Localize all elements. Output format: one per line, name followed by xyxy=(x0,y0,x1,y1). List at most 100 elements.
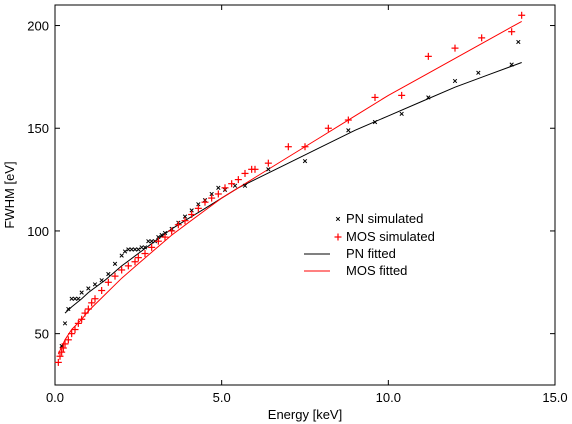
mos-simulated-point xyxy=(188,211,196,219)
pn-simulated-point xyxy=(146,239,151,244)
pn-simulated-point xyxy=(452,78,458,84)
pn-simulated-point xyxy=(372,119,378,125)
pn-simulated-point xyxy=(142,245,148,250)
y-tick-label: 150 xyxy=(27,121,49,136)
mos-simulated-point xyxy=(168,227,176,235)
mos-simulated-point xyxy=(59,344,67,352)
mos-simulated-point xyxy=(124,262,132,270)
mos-simulated-point xyxy=(56,352,64,360)
mos-simulated-point xyxy=(54,358,62,366)
plot-frame xyxy=(54,4,556,386)
mos-simulated-point xyxy=(508,28,516,36)
mos-simulated-point xyxy=(58,348,66,356)
pn-simulated-point xyxy=(112,261,118,266)
mos-simulated-point xyxy=(301,143,309,151)
mos-simulated-point xyxy=(284,143,292,151)
pn-simulated-point xyxy=(426,95,431,100)
y-axis-title: FWHM [eV] xyxy=(2,161,17,228)
x-tick-label: 0.0 xyxy=(46,390,64,405)
pn-simulated-point xyxy=(399,111,404,117)
mos-simulated-point xyxy=(104,278,112,286)
pn-simulated-point xyxy=(242,183,248,188)
x-tick-label: 15.0 xyxy=(542,390,567,405)
pn-simulated-point xyxy=(509,62,514,67)
mos-simulated-point xyxy=(148,243,156,251)
pn-simulated-point xyxy=(216,185,221,190)
mos-simulated-point xyxy=(161,233,169,241)
mos-simulated-point xyxy=(194,204,202,212)
mos-simulated-point xyxy=(84,305,92,313)
x-axis-title: Energy [keV] xyxy=(268,407,342,422)
mos-simulated-point xyxy=(141,250,149,258)
pn-simulated-point xyxy=(159,232,164,238)
mos-simulated-point xyxy=(61,340,69,348)
pn-simulated-point xyxy=(79,290,84,295)
pn-simulated-point xyxy=(92,282,98,287)
mos-simulated-point xyxy=(251,165,259,173)
mos-simulated-point xyxy=(78,315,86,323)
pn-simulated-point xyxy=(129,247,134,252)
legend-label-pn-simulated: PN simulated xyxy=(346,211,423,226)
mos-simulated-point xyxy=(228,180,236,188)
pn-simulated-point xyxy=(62,321,68,326)
mos-simulated-point xyxy=(264,159,272,167)
mos-simulated-point xyxy=(68,330,76,338)
mos-simulated-point xyxy=(174,221,182,229)
mos-simulated-point xyxy=(518,11,526,19)
pn-simulated-point xyxy=(149,239,154,244)
x-tick-label: 10.0 xyxy=(376,390,401,405)
pn-simulated-point xyxy=(99,278,104,283)
mos-simulated-point xyxy=(214,190,222,198)
y-tick-label: 200 xyxy=(27,19,49,34)
pn-simulated-point xyxy=(86,286,91,291)
legend: PN simulated MOS simulated PN fitted MOS… xyxy=(304,211,435,278)
mos-fitted-line xyxy=(57,20,522,355)
mos-simulated-point xyxy=(71,326,79,334)
pn-simulated-point xyxy=(156,234,161,240)
mos-simulated-point xyxy=(154,237,162,245)
mos-simulated-point xyxy=(64,336,72,344)
pn-simulated-point xyxy=(72,296,78,301)
mos-simulated-point xyxy=(234,176,242,184)
pn-simulated-point xyxy=(69,296,74,301)
legend-marker-mos-simulated xyxy=(334,233,342,241)
pn-simulated-point xyxy=(106,271,111,277)
data-points xyxy=(54,11,526,366)
mos-simulated-point xyxy=(81,309,89,317)
legend-label-mos-fitted: MOS fitted xyxy=(346,263,407,278)
pn-simulated-point xyxy=(209,191,214,197)
pn-simulated-point xyxy=(302,158,308,164)
axis-tick-labels: 0.0 5.0 10.0 15.0 50 100 150 200 xyxy=(27,19,567,405)
pn-simulated-point xyxy=(119,253,124,258)
mos-simulated-point xyxy=(398,91,406,99)
mos-simulated-point xyxy=(201,198,209,206)
mos-simulated-point xyxy=(241,169,249,177)
pn-simulated-point xyxy=(162,230,168,236)
mos-simulated-point xyxy=(478,34,486,42)
pn-simulated-point xyxy=(136,247,141,252)
mos-simulated-point xyxy=(344,116,352,124)
pn-simulated-point xyxy=(232,183,238,188)
mos-simulated-point xyxy=(111,272,119,280)
pn-simulated-point xyxy=(516,39,521,45)
mos-simulated-point xyxy=(131,258,139,266)
pn-simulated-point xyxy=(126,247,131,252)
mos-simulated-point xyxy=(424,52,432,60)
mos-simulated-point xyxy=(208,194,216,202)
legend-label-mos-simulated: MOS simulated xyxy=(346,229,435,244)
mos-simulated-point xyxy=(324,124,332,132)
mos-simulated-point xyxy=(74,319,82,327)
legend-marker-shape xyxy=(335,216,341,222)
pn-simulated-point xyxy=(196,202,201,207)
fit-lines xyxy=(57,20,522,355)
pn-fitted-line xyxy=(64,62,522,314)
pn-simulated-point xyxy=(476,70,481,75)
pn-simulated-point xyxy=(132,247,138,252)
pn-simulated-point xyxy=(139,245,144,250)
mos-simulated-point xyxy=(181,217,189,225)
mos-simulated-point xyxy=(371,93,379,101)
mos-simulated-point xyxy=(451,44,459,52)
y-tick-label: 50 xyxy=(35,327,49,342)
pn-simulated-point xyxy=(189,208,194,213)
